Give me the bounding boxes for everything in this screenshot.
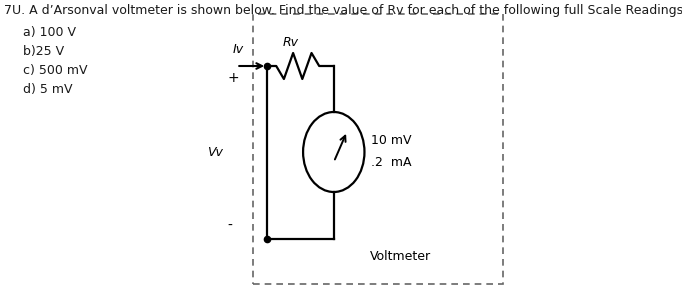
Text: Iv: Iv [233, 43, 243, 56]
Text: a) 100 V: a) 100 V [23, 26, 76, 39]
Text: 10 mV: 10 mV [370, 133, 411, 146]
Text: c) 500 mV: c) 500 mV [23, 64, 87, 77]
Text: 7U. A d’Arsonval voltmeter is shown below. Find the value of Rv for each of the : 7U. A d’Arsonval voltmeter is shown belo… [4, 4, 682, 17]
Text: +: + [227, 71, 239, 85]
Text: b)25 V: b)25 V [23, 45, 64, 58]
Text: Vv: Vv [207, 146, 223, 159]
Text: -: - [227, 219, 232, 233]
Text: .2  mA: .2 mA [370, 156, 411, 168]
Text: d) 5 mV: d) 5 mV [23, 83, 72, 96]
Bar [253, 14, 503, 284]
Text: Voltmeter: Voltmeter [370, 250, 432, 263]
Text: Rv: Rv [282, 36, 298, 49]
